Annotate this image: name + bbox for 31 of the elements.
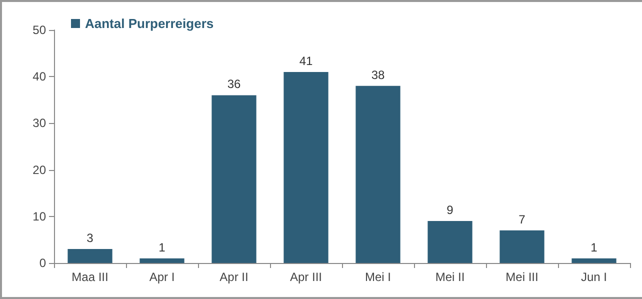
x-tick-label: Apr II (220, 270, 248, 284)
y-tick-label: 30 (32, 116, 46, 130)
data-label: 3 (86, 231, 94, 246)
bar (572, 258, 616, 263)
x-tick-label: Mei III (506, 270, 538, 284)
x-tick-label: Mei I (364, 270, 392, 284)
data-label: 1 (158, 240, 166, 254)
y-tick-label: 20 (32, 162, 46, 177)
x-tick-label: Mei II (435, 270, 465, 284)
data-label: 1 (590, 240, 598, 254)
x-tick-label: Maa III (72, 270, 108, 284)
y-tick-label: 40 (32, 70, 46, 84)
bar (212, 95, 256, 263)
bar (284, 72, 328, 263)
bar (428, 221, 472, 263)
y-tick-label: 0 (39, 256, 46, 270)
bar (500, 230, 544, 263)
data-label: 9 (446, 203, 454, 218)
y-tick-label: 10 (32, 209, 46, 224)
y-tick-label: 50 (32, 23, 46, 37)
data-label: 41 (299, 54, 313, 68)
legend-label: Aantal Purperreigers (85, 16, 214, 31)
bar (140, 258, 184, 263)
data-label: 7 (518, 212, 526, 226)
bar (68, 249, 112, 263)
data-label: 36 (227, 77, 241, 92)
data-label: 38 (371, 68, 385, 82)
x-tick-label: Apr III (290, 270, 322, 284)
bar (356, 86, 400, 263)
x-tick-label: Jun I (580, 270, 608, 284)
x-tick-label: Apr I (149, 270, 175, 284)
